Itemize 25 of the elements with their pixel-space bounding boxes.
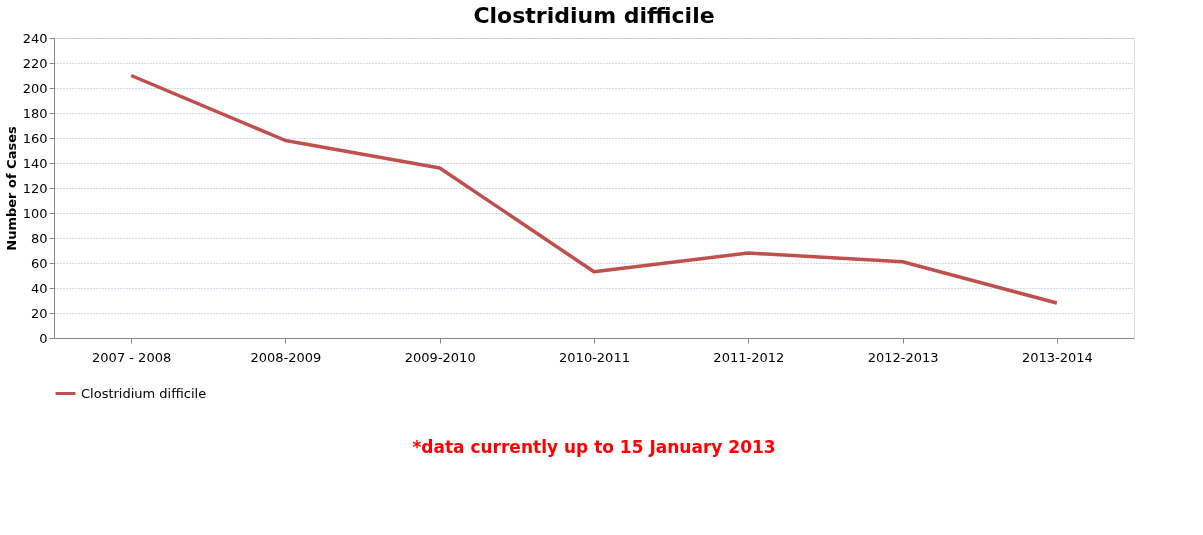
y-tick-label: 180	[22, 105, 48, 121]
y-tick-label: 60	[30, 255, 48, 271]
chart-title: Clostridium difficile	[473, 3, 715, 28]
y-tick-label: 0	[39, 330, 48, 346]
y-tick-label: 100	[22, 205, 48, 221]
x-tick-label: 2013-2014	[1021, 349, 1093, 365]
text: *data currently up to 15 January 2013	[412, 437, 776, 457]
x-tick-label: 2008-2009	[250, 349, 322, 365]
x-tick-label: 2012-2013	[867, 349, 939, 365]
y-tick-label: 20	[30, 305, 48, 321]
y-axis-title: Number of Cases	[3, 126, 19, 251]
y-tick-label: 140	[22, 155, 48, 171]
y-tick-label: 120	[22, 180, 48, 196]
x-tick-label: 2010-2011	[559, 349, 630, 365]
x-tick-label: 2011-2012	[713, 349, 785, 365]
x-tick-label: 2007 - 2008	[92, 349, 172, 365]
y-tick-label: 160	[22, 130, 48, 146]
y-tick-label: 220	[22, 55, 48, 71]
y-tick-label: 200	[22, 80, 48, 96]
y-tick-label: 80	[30, 230, 48, 246]
x-tick-label: 2009-2010	[404, 349, 476, 365]
line-series	[129, 73, 1059, 305]
legend-label: Clostridium difficile	[81, 385, 207, 401]
y-tick-label: 240	[22, 30, 48, 46]
y-tick-label: 40	[30, 280, 48, 296]
